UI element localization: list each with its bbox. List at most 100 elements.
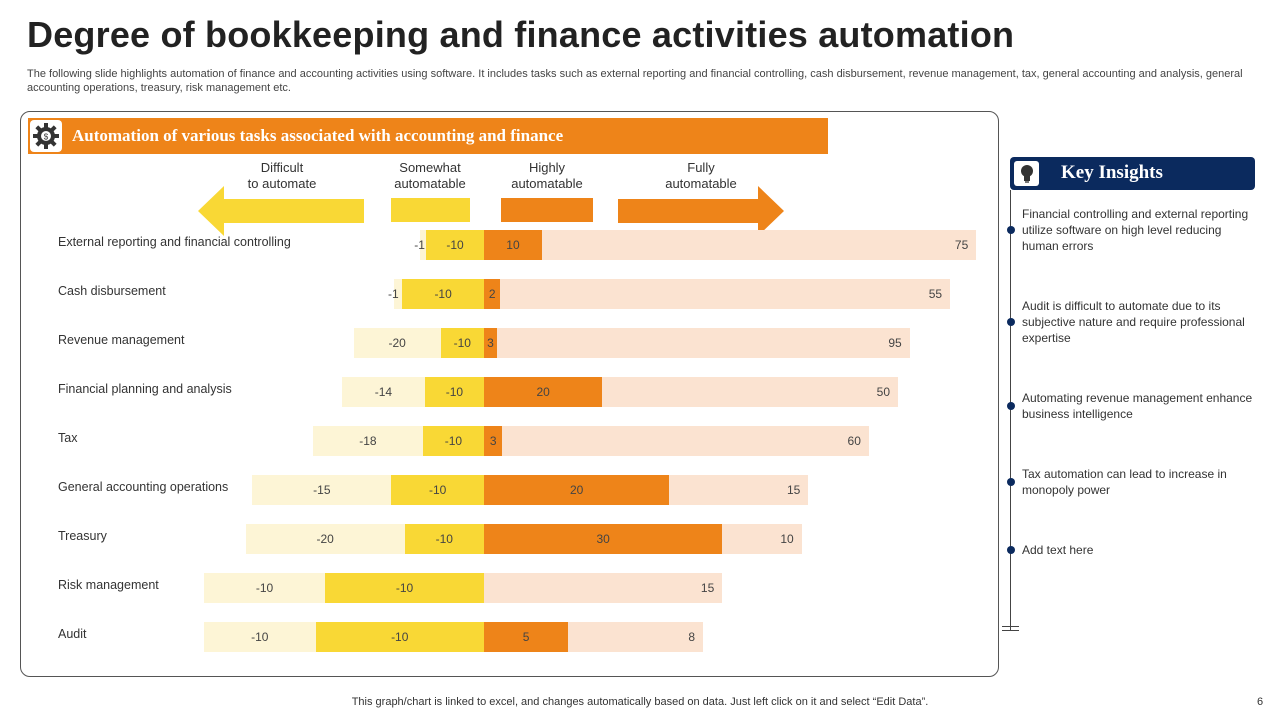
legend-fully-label: Fully automatable [665,160,737,191]
data-label: -10 [428,483,447,497]
key-insights-header [1010,157,1255,190]
bar-somewhat: -10 [426,230,484,260]
timeline-dot [1007,318,1015,326]
bar-somewhat: -10 [440,328,484,358]
row-label: Financial planning and analysis [58,382,232,396]
panel-header [28,118,828,154]
insight-item: Tax automation can lead to increase in m… [1022,467,1227,497]
panel-title: Automation of various tasks associated w… [72,126,564,145]
data-label: 8 [688,630,696,644]
bar-difficult: -18 [312,426,423,456]
row-label: Revenue management [58,333,185,347]
bar-fully: 10 [722,524,802,554]
data-label: -15 [313,483,331,497]
bar-somewhat: -10 [424,377,484,407]
legend-highly-label: Highly automatable [511,160,583,191]
row-label: Cash disbursement [58,284,166,298]
bar-somewhat: -10 [404,524,484,554]
bar-fully: 60 [502,426,869,456]
data-label: 30 [596,532,610,546]
data-label: -10 [446,238,464,252]
data-label: 15 [700,581,715,595]
chart-panel [20,111,999,677]
insight-item: Add text here [1022,543,1094,557]
data-label: 15 [786,483,801,497]
bar-somewhat: -10 [391,475,484,505]
bar-difficult: -15 [252,475,392,505]
row-label: Treasury [58,529,107,543]
bar-highly: 3 [484,328,498,358]
insight-item: Audit is difficult to automate due to it… [1022,299,1245,345]
legend-difficult-arrow [198,186,364,236]
bar-fully: 15 [669,475,809,505]
data-label: -1 [414,238,425,252]
svg-text:$: $ [44,133,49,142]
data-label: 60 [847,434,861,448]
bar-difficult: -20 [353,328,441,358]
data-label: 20 [569,483,584,497]
data-label: -20 [388,336,406,350]
bar-somewhat: -10 [315,622,484,652]
legend-somewhat-label: Somewhat automatable [394,160,466,191]
timeline-dot [1007,226,1015,234]
data-label: -10 [251,630,269,644]
bar-fully: 8 [568,622,704,652]
footer-note: This graph/chart is linked to excel, and… [351,696,929,708]
timeline-dot [1007,546,1015,554]
bar-difficult: -1 [388,279,403,309]
gear-dollar-icon: $ [30,120,62,152]
bar-difficult: -20 [245,524,405,554]
bar-difficult: -10 [204,622,316,652]
legend-difficult-label: Difficult to automate [247,160,317,191]
data-label: -10 [391,630,409,644]
data-label: 3 [489,434,497,448]
data-label: 10 [506,238,520,252]
data-label: 5 [522,630,530,644]
data-label: -10 [255,581,274,595]
bar-difficult: -14 [342,377,425,407]
bar-somewhat: -10 [325,573,484,603]
bar-somewhat: -10 [402,279,484,309]
row-label: Tax [58,431,78,445]
data-label: -20 [316,532,334,546]
data-label: 50 [876,385,891,399]
data-label: -18 [359,434,377,448]
bar-fully: 55 [500,279,951,309]
row-label: Audit [58,627,87,641]
row-label: General accounting operations [58,480,229,494]
bar-highly: 2 [484,279,501,309]
timeline-line [1010,190,1011,630]
data-label: 20 [536,385,550,399]
bar-somewhat: -10 [422,426,484,456]
data-label: 95 [888,336,902,350]
data-label: 55 [928,287,943,301]
data-label: 75 [954,238,969,252]
data-label: 3 [487,336,494,350]
data-label: -10 [453,336,471,350]
data-label: 10 [780,532,794,546]
data-label: -14 [374,385,393,399]
bar-fully: 50 [602,377,899,407]
timeline-dot [1007,478,1015,486]
bar-highly: 5 [484,622,569,652]
page-number: 6 [1257,696,1264,708]
bar-fully: 15 [484,573,723,603]
data-label: -10 [444,434,463,448]
lightbulb-icon [1014,161,1039,186]
legend-highly-swatch [501,198,593,222]
data-label: -10 [435,532,453,546]
bar-highly: 30 [484,524,723,554]
key-insights-title: Key Insights [1061,162,1163,183]
row-label: Risk management [58,578,159,592]
page-title: Degree of bookkeeping and finance activi… [27,14,1015,55]
insight-item: Automating revenue management enhance bu… [1022,391,1253,421]
bar-fully: 75 [541,230,977,260]
data-label: -10 [445,385,464,399]
insight-item: Financial controlling and external repor… [1022,207,1249,253]
bar-highly: 3 [484,426,503,456]
timeline-end [1002,626,1019,627]
data-label: -10 [434,287,452,301]
bar-highly: 20 [484,377,603,407]
bar-fully: 95 [497,328,910,358]
data-label: -10 [395,581,414,595]
